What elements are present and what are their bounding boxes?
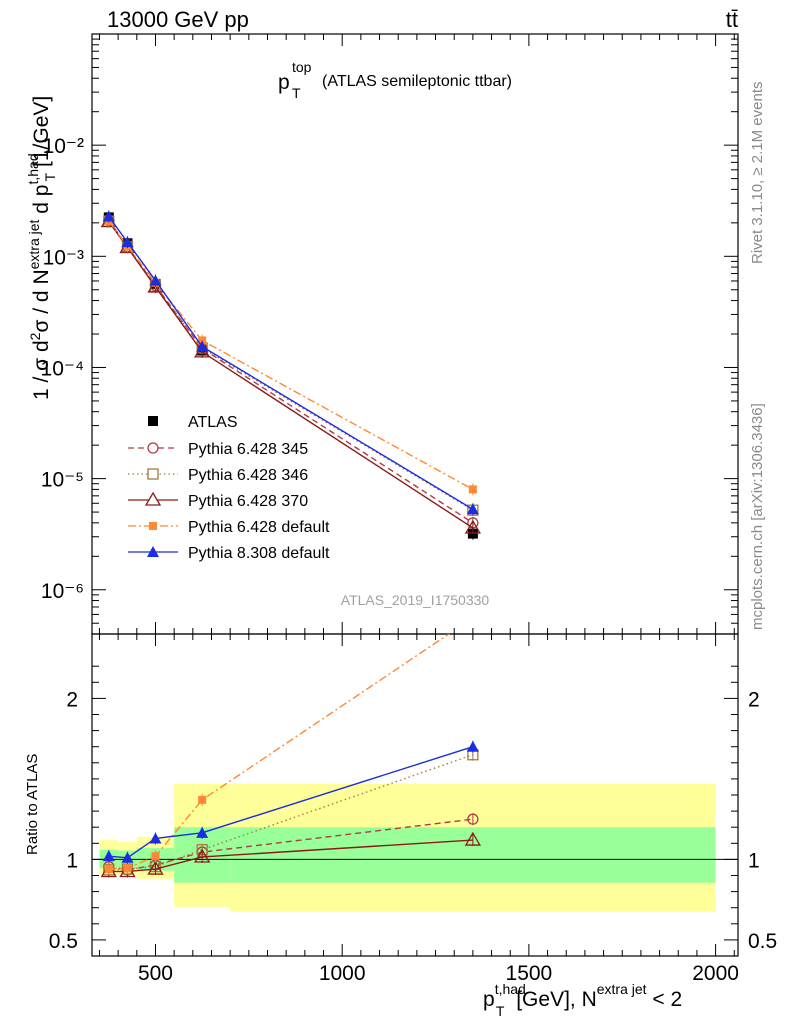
process-label: tt̄: [726, 7, 738, 32]
plot-title: p top T (ATLAS semileptonic ttbar): [278, 59, 512, 101]
point-pythia-6-428-370-4: [464, 519, 482, 534]
point-pythia-8-308-default-4: [466, 503, 479, 515]
point-pythia-6-428-default-3: [198, 795, 207, 804]
legend-entry-pythia6-345: Pythia 6.428 345: [128, 441, 308, 458]
point-pythia-6-428-default-3: [198, 336, 207, 345]
point-pythia-6-428-default-0: [104, 865, 113, 874]
ratio-y-tick-label-right: 1: [748, 849, 760, 872]
point-pythia-8-308-default-0: [102, 850, 115, 862]
point-pythia-6-428-default-4: [469, 614, 477, 622]
x-tick-label: 500: [138, 962, 173, 985]
point-pythia-6-428-default-2: [151, 852, 160, 861]
legend-entry-atlas: ATLAS: [148, 414, 238, 431]
series-line-pythia-6-428-default: [108, 220, 474, 490]
main-y-tick-label: 10⁻⁵: [41, 469, 84, 492]
ratio-series-layer: [100, 614, 482, 878]
point-pythia-8-308-default-1: [121, 851, 134, 863]
plot-title-superscript: top: [292, 59, 312, 75]
point-pythia-8-308-default-2: [149, 274, 162, 286]
point-pythia-8-308-default-4: [466, 740, 479, 752]
plot-title-subscript: T: [292, 85, 301, 101]
x-tick-label: 1000: [319, 962, 366, 985]
legend-marker-pythia6-346: [147, 468, 159, 480]
legend-marker-pythia6-345: [147, 442, 159, 454]
legend-label-pythia6-370: Pythia 6.428 370: [188, 493, 308, 510]
legend-entry-pythia8-default: Pythia 8.308 default: [128, 545, 330, 562]
x-axis-label: pt,had T [GeV], Nextra jet < 2: [483, 981, 682, 1019]
point-pythia-6-428-370-2: [147, 860, 164, 875]
svg-text:pt,hadT [GeV], Nextra jet < 2: pt,had T [GeV], Nextra jet < 2: [483, 981, 682, 1019]
legend-entry-pythia6-default: Pythia 6.428 default: [128, 519, 330, 536]
point-pythia-8-308-default-1: [121, 236, 134, 248]
axis-ticks: 500 1000 1500 2000 10⁻⁶ 10⁻⁵ 10⁻⁴ 10⁻³ 10⁻² 0.5 0.…: [41, 34, 777, 985]
main-y-tick-label: 10⁻³: [43, 246, 84, 269]
x-tick-label: 2000: [692, 962, 739, 985]
legend-label-pythia8-default: Pythia 8.308 default: [188, 545, 330, 562]
ratio-y-tick-label: 1: [66, 849, 78, 872]
point-pythia-6-428-345-4: [467, 813, 479, 825]
mcplots-label: mcplots.cern.ch [arXiv:1306.3436]: [749, 403, 766, 630]
ratio-y-tick-label: 0.5: [49, 930, 78, 953]
legend-marker-pythia6-370: [144, 491, 162, 506]
plot-title-description: (ATLAS semileptonic ttbar): [322, 73, 512, 90]
collision-energy-label: 13000 GeV pp: [107, 7, 249, 32]
x-tick-label: 1500: [506, 962, 553, 985]
series-pythia-6-428-370: [100, 213, 482, 534]
series-pythia-8-308-default: [102, 740, 479, 864]
series-line-pythia-8-308-default: [108, 216, 474, 510]
series-pythia-6-428-default: [104, 614, 477, 876]
ratio-y-tick-label-right: 2: [748, 688, 760, 711]
main-y-tick-label: 10⁻⁴: [41, 357, 84, 380]
point-pythia-8-308-default-2: [149, 832, 162, 844]
legend-entry-pythia6-370: Pythia 6.428 370: [128, 491, 308, 510]
point-pythia-6-428-default-4: [468, 485, 477, 494]
ratio-y-tick-label: 2: [66, 688, 78, 711]
legend-marker-atlas: [148, 416, 158, 426]
ratio-y-tick-label-right: 0.5: [748, 930, 777, 953]
ratio-y-axis-label: Ratio to ATLAS: [24, 754, 41, 855]
legend: ATLAS Pythia 6.428 345 Pythia 6.428 346 …: [128, 414, 330, 562]
legend-entry-pythia6-346: Pythia 6.428 346: [128, 467, 308, 484]
legend-label-atlas: ATLAS: [188, 414, 238, 431]
legend-marker-pythia6-default: [149, 522, 157, 530]
point-pythia-6-428-370-3: [194, 848, 211, 863]
analysis-id-label: ATLAS_2019_I1750330: [341, 592, 490, 608]
legend-label-pythia6-345: Pythia 6.428 345: [188, 441, 308, 458]
point-pythia-8-308-default-0: [102, 210, 115, 222]
legend-label-pythia6-346: Pythia 6.428 346: [188, 467, 308, 484]
point-pythia-6-428-default-1: [123, 864, 132, 873]
series-pythia-8-308-default: [102, 210, 479, 516]
point-pythia-8-308-default-3: [196, 826, 209, 838]
legend-marker-pythia8-default: [147, 546, 159, 557]
plot-title-main: p: [278, 71, 290, 94]
ratio-uncertainty-bands: [99, 783, 716, 912]
point-pythia-8-308-default-3: [196, 340, 209, 352]
legend-label-pythia6-default: Pythia 6.428 default: [188, 519, 330, 536]
point-pythia-6-428-370-4: [464, 831, 482, 846]
rivet-version-label: Rivet 3.1.10, ≥ 2.1M events: [749, 82, 766, 265]
main-y-tick-label: 10⁻²: [43, 135, 84, 158]
main-y-tick-label: 10⁻⁶: [41, 580, 84, 603]
main-series-layer: [100, 210, 482, 540]
